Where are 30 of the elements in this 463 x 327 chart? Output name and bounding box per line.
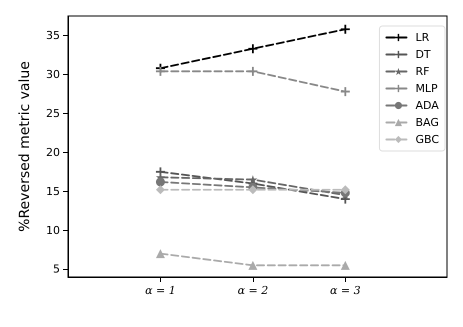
x-tick-label: α = 1 <box>145 284 176 297</box>
y-tick-label: 30 <box>46 68 60 81</box>
point <box>340 185 350 194</box>
y-tick-label: 5 <box>53 262 60 276</box>
legend-label: DT <box>415 48 431 61</box>
legend-label: RF <box>415 65 430 78</box>
y-axis-title: %Reversed metric value <box>17 61 33 232</box>
point <box>248 260 258 270</box>
legend-label: BAG <box>415 116 439 129</box>
point <box>340 87 350 96</box>
legend-label: MLP <box>415 82 438 95</box>
y-tick-label: 25 <box>46 106 60 120</box>
legend-label: ADA <box>415 99 440 112</box>
x-tick-label: α = 2 <box>238 284 268 297</box>
point <box>156 249 165 258</box>
point <box>156 66 165 76</box>
point <box>156 177 165 186</box>
point <box>248 185 258 194</box>
point <box>248 44 258 54</box>
point <box>340 260 350 270</box>
y-tick-label: 20 <box>46 146 60 159</box>
legend-label: LR <box>415 31 430 44</box>
legend-label: GBC <box>415 133 440 146</box>
point <box>248 66 258 76</box>
x-tick-label: α = 3 <box>330 284 361 297</box>
y-tick-label: 35 <box>46 28 60 42</box>
point <box>248 175 258 184</box>
y-tick-label: 10 <box>46 224 60 237</box>
y-tick-label: 15 <box>46 184 60 198</box>
point <box>156 185 165 194</box>
